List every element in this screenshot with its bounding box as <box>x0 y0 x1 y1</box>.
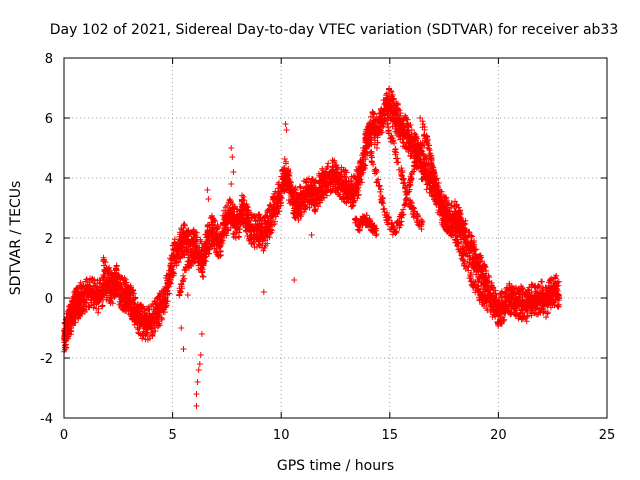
x-axis-label: GPS time / hours <box>277 458 394 474</box>
x-tick-label: 15 <box>382 428 399 443</box>
y-tick-label: 4 <box>45 172 53 187</box>
y-tick-label: 8 <box>45 52 53 67</box>
x-tick-label: 20 <box>490 428 507 443</box>
data-points <box>61 85 563 409</box>
x-tick-label: 10 <box>273 428 290 443</box>
x-tick-label: 0 <box>60 428 68 443</box>
axis-ticks: 0 5 10 15 20 25 -4 -2 0 2 4 6 8 <box>40 52 615 443</box>
x-tick-label: 25 <box>599 428 616 443</box>
y-tick-label: 0 <box>45 292 53 307</box>
y-tick-label: -4 <box>40 412 53 427</box>
y-axis-label: SDTVAR / TECUs <box>8 181 24 296</box>
y-tick-label: 2 <box>45 232 53 247</box>
y-tick-label: -2 <box>40 352 53 367</box>
sdtvar-series-points <box>61 85 563 409</box>
chart-title: Day 102 of 2021, Sidereal Day-to-day VTE… <box>50 22 619 38</box>
x-tick-label: 5 <box>168 428 176 443</box>
y-tick-label: 6 <box>45 112 53 127</box>
